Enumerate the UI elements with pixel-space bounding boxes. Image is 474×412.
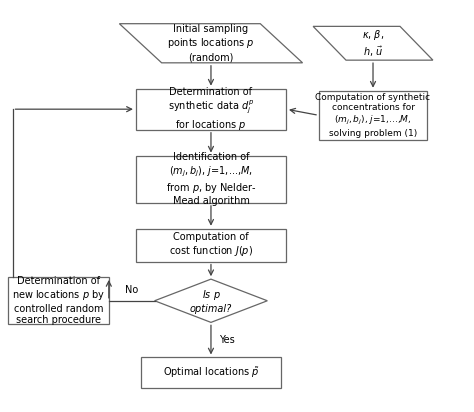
FancyBboxPatch shape [8,277,109,325]
FancyBboxPatch shape [319,91,427,140]
Text: Determination of
synthetic data $d_j^p$
for locations $p$: Determination of synthetic data $d_j^p$ … [168,87,254,132]
Polygon shape [313,26,433,60]
Text: No: No [125,285,138,295]
Text: Computation of synthetic
concentrations for
$(m_j, b_j)$, $j$=1,...,$M$,
solving: Computation of synthetic concentrations … [316,93,430,138]
FancyBboxPatch shape [136,229,286,262]
Text: Determination of
new locations $p$ by
controlled random
search procedure: Determination of new locations $p$ by co… [12,276,105,325]
Text: Yes: Yes [219,335,235,345]
FancyBboxPatch shape [136,156,286,203]
Text: Optimal locations $\tilde{p}$: Optimal locations $\tilde{p}$ [163,365,259,380]
Text: Is $p$
optimal?: Is $p$ optimal? [190,288,232,314]
FancyBboxPatch shape [140,357,282,388]
Polygon shape [119,24,302,63]
Text: Computation of
cost function $J(p)$: Computation of cost function $J(p)$ [169,232,253,258]
FancyBboxPatch shape [136,89,286,130]
Polygon shape [155,279,267,322]
Text: Initial sampling
points locations $p$
(random): Initial sampling points locations $p$ (r… [167,24,255,62]
Text: Identification of
$(m_j, b_j)$, $j$=1,...,$M$,
from $p$, by Nelder-
Mead algorit: Identification of $(m_j, b_j)$, $j$=1,..… [165,152,256,206]
Text: $\kappa$, $\beta$,
$h$, $\vec{u}$: $\kappa$, $\beta$, $h$, $\vec{u}$ [362,28,384,59]
